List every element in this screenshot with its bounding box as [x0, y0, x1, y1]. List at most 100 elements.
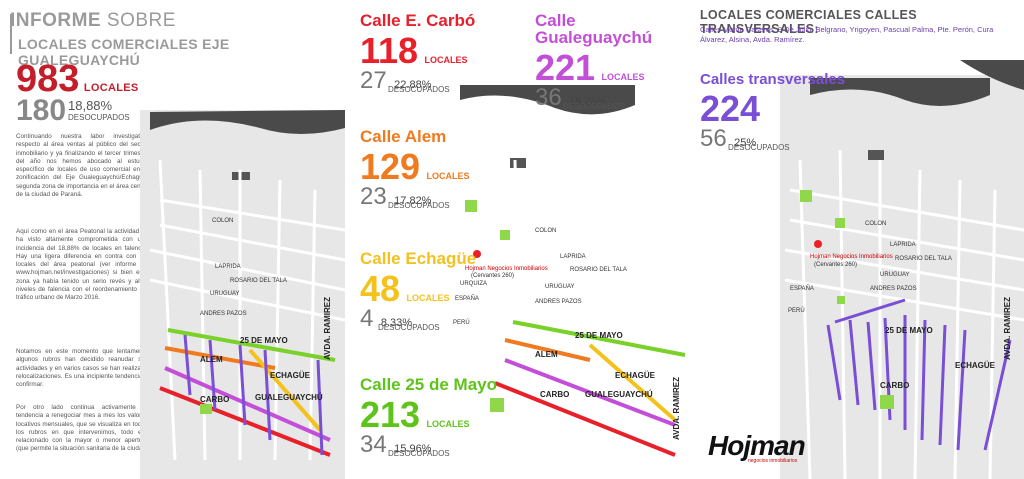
street-echague-line [248, 348, 322, 432]
transversales-header: LOCALES COMERCIALES CALLES TRANSVERSALES… [700, 8, 917, 36]
category-carbo-total: 118 [360, 30, 419, 71]
category-25-de-mayo-vacant-label: DESOCUPADOS [388, 449, 450, 458]
office-pin-icon [814, 240, 822, 248]
category-carbo-vacant: 27 [360, 67, 387, 94]
category-alem-unit: LOCALES [426, 171, 470, 181]
category-alem-name: Calle Alem [360, 127, 447, 146]
street-alem-line [164, 346, 276, 370]
category-25-de-mayo-name: Calle 25 de Mayo [360, 375, 498, 394]
category-gualeguaychu-total: 221 [535, 47, 596, 88]
category-echague-unit: LOCALES [406, 293, 450, 303]
river-shape [460, 85, 635, 115]
label-avda-ramirez: AVDA. RAMIREZ [1003, 297, 1012, 360]
hojman-logo: Hojman negocios inmobiliarios [708, 430, 806, 464]
label-rosario-del-tala: ROSARIO DEL TALA [570, 267, 627, 273]
label-25-de-mayo: 25 DE MAYO [885, 326, 933, 335]
title-light: SOBRE [106, 10, 176, 31]
category-transversales-vacant-label: DESOCUPADOS [728, 143, 790, 152]
category-gualeguaychu-pct: 16.28% [569, 96, 607, 108]
river-shape [810, 78, 990, 106]
street-25-de-mayo-line [512, 320, 686, 357]
street-labels: AVDA. RAMIREZ COLON LAPRIDA ROSARIO DEL … [788, 221, 1012, 390]
label-uruguay: URUGUAY [210, 291, 240, 297]
building-block [510, 158, 526, 168]
category-gualeguaychu-vacant: 36 [535, 84, 562, 111]
label-echague: ECHAGÜE [270, 371, 311, 380]
panel-streets: Hojman Negocios Inmobiliarios (Cervantes… [345, 0, 1024, 479]
category-carbo-pct: 22.88% [394, 79, 432, 91]
category-echague-vacant-label: DESOCUPADOS [378, 323, 440, 332]
paragraph-4: Por otro lado continua activamente la te… [16, 404, 148, 453]
label-espana: ESPAÑA [455, 295, 479, 302]
category-25-de-mayo: Calle 25 de Mayo 213 LOCALES 34 15.96% D… [360, 376, 497, 458]
category-transversales-pct: 25% [734, 137, 757, 149]
category-25-de-mayo-total: 213 [360, 394, 421, 435]
office-label: Hojman Negocios Inmobiliarios [465, 266, 548, 272]
street-alem-line [504, 338, 591, 362]
category-gualeguaychu-name: Calle Gualeguaychú [535, 11, 653, 47]
paragraph-1: Continuando nuestra labor investigativa … [16, 133, 148, 199]
plaza-green [800, 190, 812, 202]
label-gualeguaychu: GUALEGUAYCHÚ [255, 393, 323, 402]
paragraph-2: Aquí como en el área Peatonal la activid… [16, 228, 148, 302]
label-gualeguaychu: GUALEGUAYCHÚ [585, 390, 653, 399]
plaza-green [880, 395, 894, 409]
label-alem: ALEM [200, 355, 223, 364]
logo-tagline: negocios inmobiliarios [748, 458, 798, 464]
label-alem: ALEM [535, 350, 558, 359]
label-carbo: CARBO [540, 390, 569, 399]
street-labels: 25 DE MAYO ALEM ECHAGÜE GUALEGUAYCHÚ CAR… [200, 218, 332, 404]
summary-total-unit: LOCALES [83, 82, 139, 94]
label-carbo: CARBO [200, 395, 229, 404]
label-uruguay: URUGUAY [880, 272, 910, 278]
category-alem-vacant-label: DESOCUPADOS [388, 201, 450, 210]
summary-total-number: 983 [16, 58, 80, 100]
label-25-de-mayo: 25 DE MAYO [575, 331, 623, 340]
street-carbo-line [494, 381, 676, 457]
category-transversales-name: Calles transversales [700, 71, 846, 88]
street-echague-line [588, 343, 677, 422]
summary-total: 983 LOCALES [16, 60, 139, 98]
label-25-de-mayo: 25 DE MAYO [240, 336, 288, 345]
summary-vacant: 180 18,88% DESOCUPADOS [16, 96, 130, 126]
river-shape [150, 110, 345, 134]
label-andres-pazos: ANDRES PAZOS [535, 299, 582, 305]
label-laprida: LAPRIDA [560, 254, 586, 260]
category-alem-pct: 17.82% [394, 195, 432, 207]
plaza-green [500, 230, 510, 240]
category-carbo-vacant-label: DESOCUPADOS [388, 85, 450, 94]
category-carbo-name: Calle E. Carbó [360, 11, 476, 30]
label-avda-ramirez: AVDA. RAMIREZ [323, 297, 332, 360]
label-andres-pazos: ANDRES PAZOS [870, 286, 917, 292]
category-carbo-unit: LOCALES [424, 55, 468, 65]
category-alem-total: 129 [360, 146, 421, 187]
transversal-lines [826, 298, 1012, 451]
label-colon: COLON [212, 218, 233, 224]
category-echague-total: 48 [360, 268, 401, 309]
category-echague-pct: 8.33% [380, 317, 413, 329]
category-25-de-mayo-vacant: 34 [360, 431, 387, 458]
category-echague-name: Calle Echagüe [360, 249, 477, 268]
plaza-green [465, 200, 477, 212]
label-colon: COLON [865, 221, 886, 227]
category-25-de-mayo-unit: LOCALES [426, 419, 470, 429]
transversal-lines [183, 334, 324, 456]
page-subtitle: LOCALES COMERCIALES EJE GUALEGUAYCHÚ [18, 36, 230, 68]
label-echague: ECHAGÜE [615, 371, 656, 380]
label-peru: PERÚ [453, 319, 470, 326]
office-pin-icon [473, 250, 481, 258]
logo-name: Hojman [708, 430, 806, 461]
label-peru: PERÚ [788, 307, 805, 314]
office-address: (Cervantes 260) [471, 273, 514, 279]
river-shape [960, 60, 1024, 90]
street-grid [149, 159, 345, 461]
office-address: (Cervantes 260) [814, 262, 857, 268]
category-transversales-total: 224 [700, 88, 761, 129]
category-transversales: Calles transversales 224 56 25% DESOCUPA… [700, 72, 845, 152]
plaza-green [200, 404, 212, 414]
office-label: Hojman Negocios Inmobiliarios [810, 254, 893, 260]
category-gualeguaychu: Calle Gualeguaychú 221 LOCALES 36 16.28%… [535, 12, 690, 111]
label-espana: ESPAÑA [790, 285, 814, 292]
label-avda-ramirez: AVDA. RAMIREZ [672, 377, 681, 440]
summary-vacant-pct: 18,88% [68, 98, 113, 113]
